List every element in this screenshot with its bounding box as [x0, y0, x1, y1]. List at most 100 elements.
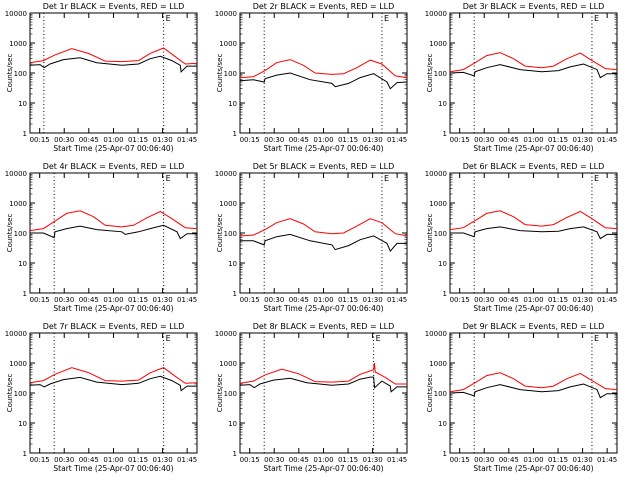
- x-tick-label: 00:15: [240, 456, 260, 464]
- chart-panel-1: Det 1r BLACK = Events, RED = LLD 1 10 100 10…: [5, 2, 198, 153]
- x-tick-label: 01:00: [103, 136, 123, 144]
- x-tick-label: 01:00: [313, 456, 333, 464]
- y-tick-label: 10: [228, 260, 237, 268]
- corner-marker: E: [166, 174, 171, 183]
- x-axis-label: Start Time (25-Apr-07 00:06:40): [473, 464, 593, 473]
- x-tick-label: 00:30: [54, 136, 74, 144]
- y-tick-label: 100: [224, 230, 237, 238]
- x-tick-label: 00:45: [499, 296, 519, 304]
- y-tick-label: 10000: [425, 170, 447, 178]
- chart-panel-4: Det 4r BLACK = Events, RED = LLD 1 10 100 10…: [5, 162, 198, 313]
- x-tick-label: 00:30: [264, 136, 284, 144]
- y-tick-label: 10: [18, 260, 27, 268]
- y-tick-label: 100: [14, 230, 27, 238]
- series-line-lld: [449, 52, 618, 73]
- chart-title: Det 8r BLACK = Events, RED = LLD: [253, 322, 395, 331]
- series-line-lld: [29, 367, 198, 384]
- x-tick-label: 01:15: [128, 136, 148, 144]
- series-line-events: [240, 233, 407, 253]
- x-tick-label: 01:15: [338, 296, 358, 304]
- x-tick-label: 01:30: [153, 296, 173, 304]
- series-line-events: [239, 376, 407, 393]
- x-tick-label: 01:45: [597, 136, 617, 144]
- y-tick-label: 10: [438, 420, 447, 428]
- x-tick-label: 00:15: [240, 136, 260, 144]
- x-tick-label: 00:15: [450, 296, 470, 304]
- x-tick-label: 01:00: [523, 136, 543, 144]
- x-tick-label: 01:15: [338, 456, 358, 464]
- x-tick-label: 01:45: [387, 296, 407, 304]
- plot-frame: [29, 12, 198, 134]
- series-line-events: [450, 226, 617, 240]
- x-tick-label: 00:15: [450, 456, 470, 464]
- y-tick-label: 1: [443, 290, 447, 298]
- x-tick-label: 01:30: [573, 296, 593, 304]
- x-tick-label: 01:30: [573, 136, 593, 144]
- series-line-events: [29, 375, 197, 392]
- x-tick-label: 01:00: [523, 296, 543, 304]
- x-tick-label: 00:15: [240, 296, 260, 304]
- x-tick-label: 00:45: [499, 136, 519, 144]
- chart-panel-7: Det 7r BLACK = Events, RED = LLD 1 10 100 10…: [5, 322, 198, 473]
- x-tick-label: 00:45: [79, 136, 99, 144]
- x-tick-label: 01:30: [153, 136, 173, 144]
- x-tick-label: 00:30: [54, 456, 74, 464]
- chart-panel-9: Det 9r BLACK = Events, RED = LLD 1 10 100 10…: [425, 322, 618, 473]
- x-tick-label: 01:45: [177, 136, 197, 144]
- x-tick-label: 01:45: [597, 456, 617, 464]
- x-tick-label: 00:15: [30, 456, 50, 464]
- x-tick-label: 01:45: [387, 456, 407, 464]
- series-line-lld: [449, 372, 618, 393]
- x-tick-label: 01:45: [177, 456, 197, 464]
- x-tick-label: 01:15: [548, 456, 568, 464]
- y-axis-label: Counts/sec: [216, 54, 224, 93]
- corner-marker: E: [376, 334, 381, 343]
- y-tick-label: 10000: [5, 10, 27, 18]
- x-tick-label: 00:45: [289, 296, 309, 304]
- corner-marker: E: [384, 174, 389, 183]
- x-axis-label: Start Time (25-Apr-07 00:06:40): [473, 144, 593, 153]
- y-tick-label: 10000: [215, 10, 237, 18]
- y-axis-label: Counts/sec: [6, 214, 14, 253]
- chart-title: Det 3r BLACK = Events, RED = LLD: [463, 2, 605, 11]
- x-tick-label: 01:45: [387, 136, 407, 144]
- y-axis-label: Counts/sec: [216, 214, 224, 253]
- x-tick-label: 01:15: [548, 136, 568, 144]
- x-tick-label: 01:30: [153, 456, 173, 464]
- y-tick-label: 10000: [425, 10, 447, 18]
- x-tick-label: 00:30: [264, 456, 284, 464]
- x-tick-label: 01:30: [573, 456, 593, 464]
- x-tick-label: 00:15: [30, 136, 50, 144]
- x-axis-label: Start Time (25-Apr-07 00:06:40): [473, 304, 593, 313]
- x-axis-label: Start Time (25-Apr-07 00:06:40): [263, 464, 383, 473]
- chart-panel-2: Det 2r BLACK = Events, RED = LLD 1 10 100 10…: [215, 2, 408, 153]
- x-tick-label: 01:30: [363, 456, 383, 464]
- series-line-events: [239, 72, 408, 90]
- chart-panel-8: Det 8r BLACK = Events, RED = LLD 1 10 100 10…: [215, 322, 408, 473]
- y-tick-label: 1: [23, 450, 27, 458]
- y-tick-label: 1: [443, 450, 447, 458]
- y-tick-label: 100: [14, 390, 27, 398]
- y-tick-label: 10: [18, 420, 27, 428]
- corner-marker: E: [594, 14, 599, 23]
- y-tick-label: 100: [224, 70, 237, 78]
- chart-title: Det 6r BLACK = Events, RED = LLD: [463, 162, 605, 171]
- chart-panel-5: Det 5r BLACK = Events, RED = LLD 1 10 100 10…: [215, 162, 408, 313]
- series-line-lld: [29, 47, 198, 65]
- chart-title: Det 1r BLACK = Events, RED = LLD: [43, 2, 185, 11]
- y-tick-label: 100: [434, 70, 447, 78]
- chart-title: Det 4r BLACK = Events, RED = LLD: [43, 162, 185, 171]
- x-axis-label: Start Time (25-Apr-07 00:06:40): [263, 304, 383, 313]
- y-tick-label: 10: [438, 260, 447, 268]
- x-tick-label: 01:00: [103, 296, 123, 304]
- x-axis-label: Start Time (25-Apr-07 00:06:40): [53, 144, 173, 153]
- y-tick-label: 1: [443, 130, 447, 138]
- series-line-lld: [29, 210, 198, 232]
- y-tick-label: 10000: [425, 330, 447, 338]
- x-tick-label: 01:00: [313, 296, 333, 304]
- x-tick-label: 00:30: [474, 296, 494, 304]
- x-tick-label: 00:30: [264, 296, 284, 304]
- y-tick-label: 100: [224, 390, 237, 398]
- x-tick-label: 01:15: [548, 296, 568, 304]
